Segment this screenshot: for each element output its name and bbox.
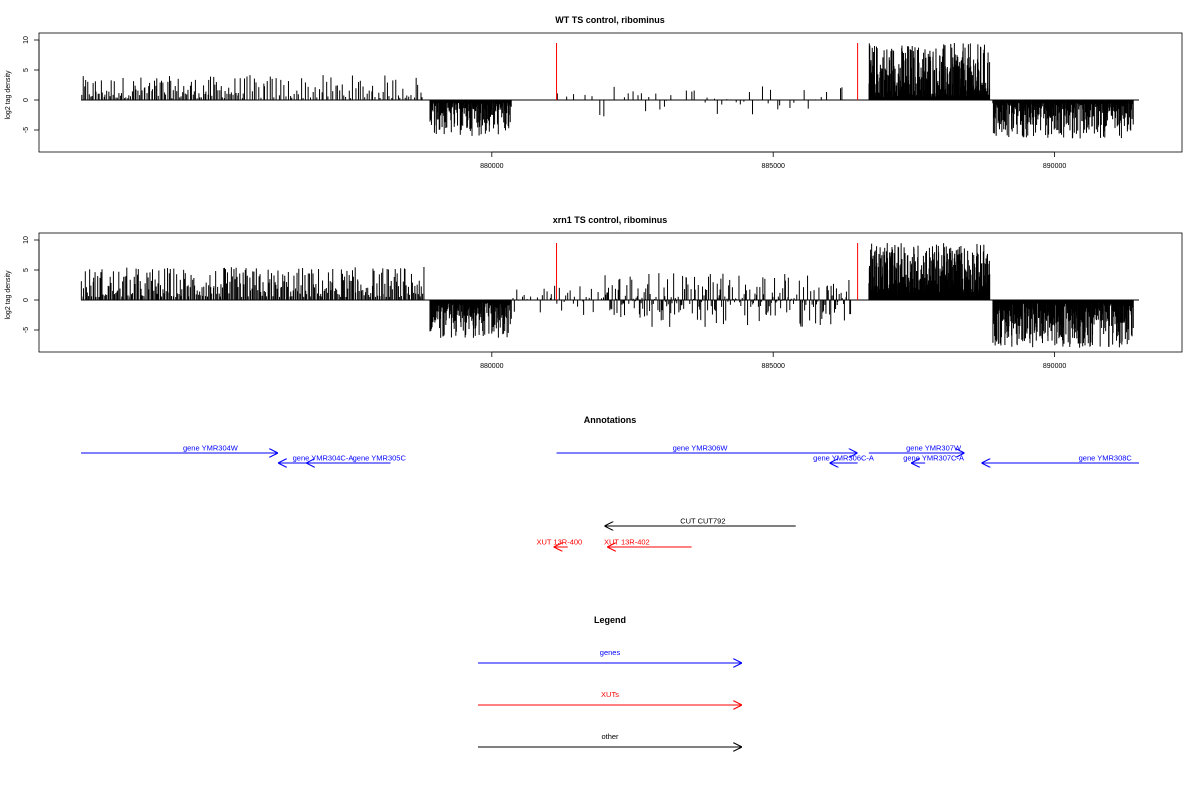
legend-label: genes	[600, 648, 621, 657]
annotations-title: Annotations	[584, 415, 637, 425]
y-tick-label: 0	[23, 98, 30, 102]
legend-label: XUTs	[601, 690, 619, 699]
panel-wt: WT TS control, ribominus log2 tag densit…	[5, 15, 1183, 170]
panel-xrn1-yaxis: 10 5 0 -5	[23, 236, 40, 333]
legend-items: genes XUTs other	[478, 648, 742, 747]
x-tick-label: 885000	[762, 363, 785, 370]
annotation-label: gene YMR308C	[1079, 454, 1133, 463]
y-tick-label: 5	[23, 68, 30, 72]
panel-wt-markers	[556, 43, 859, 100]
x-tick-label: 880000	[480, 363, 503, 370]
panel-xrn1-bars	[80, 243, 1134, 348]
legend-label: other	[601, 732, 619, 741]
annotation-label: gene YMR304C-A	[293, 454, 354, 463]
annotation-label: gene YMR307W	[906, 444, 962, 453]
panel-xrn1-xaxis: 880000 885000 890000	[480, 351, 1066, 370]
annotation-label: gene YMR305C	[353, 454, 407, 463]
panel-wt-xaxis: 880000 885000 890000	[480, 151, 1066, 170]
legend-title: Legend	[594, 615, 626, 625]
annotation-label: gene YMR304W	[183, 444, 239, 453]
x-tick-label: 885000	[762, 163, 785, 170]
y-tick-label: 5	[23, 268, 30, 272]
annotation-label: CUT CUT792	[680, 517, 725, 526]
annotation-label: gene YMR307C-A	[903, 454, 964, 463]
y-tick-label: 10	[23, 236, 30, 244]
annotation-label: gene YMR306W	[673, 444, 729, 453]
panel-wt-bars	[81, 43, 1134, 139]
panel-xrn1: xrn1 TS control, ribominus log2 tag dens…	[5, 215, 1183, 370]
panel-wt-title: WT TS control, ribominus	[555, 15, 665, 25]
annotation-label: gene YMR306C-A	[813, 454, 874, 463]
x-tick-label: 890000	[1043, 163, 1066, 170]
annotation-label: XUT 13R-402	[604, 538, 650, 547]
x-tick-label: 880000	[480, 163, 503, 170]
panel-wt-yaxis: 10 5 0 -5	[23, 36, 40, 133]
annotation-features: gene YMR304W gene YMR304C-A gene YMR305C ge…	[81, 444, 1139, 548]
x-tick-label: 890000	[1043, 363, 1066, 370]
panel-xrn1-ylabel: log2 tag density	[5, 270, 12, 320]
y-tick-label: -5	[23, 327, 30, 333]
panel-wt-ylabel: log2 tag density	[5, 70, 12, 120]
y-tick-label: 0	[23, 298, 30, 302]
annotation-label: XUT 13R-400	[536, 538, 582, 547]
panel-xrn1-markers	[556, 243, 859, 300]
y-tick-label: -5	[23, 127, 30, 133]
legend: Legend genes XUTs other	[478, 615, 742, 747]
y-tick-label: 10	[23, 36, 30, 44]
panel-xrn1-title: xrn1 TS control, ribominus	[553, 215, 668, 225]
